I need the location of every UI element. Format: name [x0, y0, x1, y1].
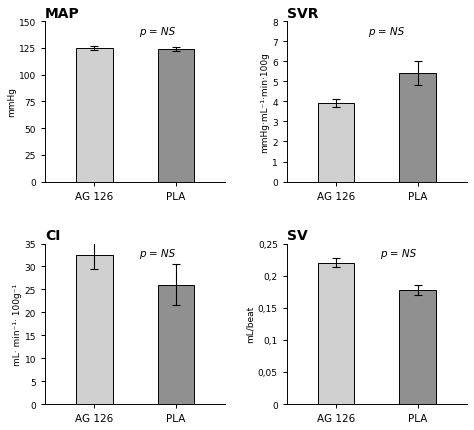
Bar: [158, 285, 194, 404]
Y-axis label: mmHg: mmHg: [7, 87, 16, 117]
Bar: [76, 49, 113, 182]
Text: SV: SV: [287, 229, 308, 243]
Bar: [318, 263, 355, 404]
Bar: [400, 290, 437, 404]
Bar: [318, 104, 355, 182]
Text: CI: CI: [45, 229, 60, 243]
Text: p = NS: p = NS: [138, 249, 175, 259]
Bar: [400, 74, 437, 182]
Text: p = NS: p = NS: [381, 249, 417, 259]
Bar: [158, 50, 194, 182]
Text: p = NS: p = NS: [138, 27, 175, 37]
Bar: [76, 255, 113, 404]
Text: MAP: MAP: [45, 7, 80, 21]
Y-axis label: mmHg·mL⁻¹·min·100g: mmHg·mL⁻¹·min·100g: [260, 52, 269, 152]
Text: p = NS: p = NS: [368, 27, 404, 37]
Y-axis label: mL· min⁻¹· 100g⁻¹: mL· min⁻¹· 100g⁻¹: [13, 283, 22, 365]
Y-axis label: mL/beat: mL/beat: [246, 305, 255, 343]
Text: SVR: SVR: [287, 7, 319, 21]
